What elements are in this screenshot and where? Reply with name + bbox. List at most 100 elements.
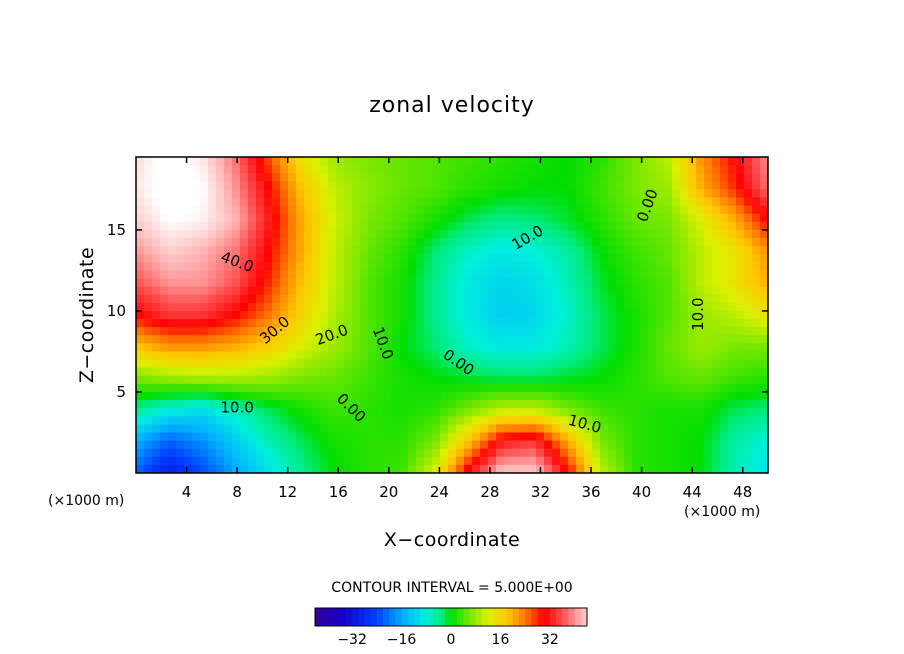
field-cell bbox=[544, 375, 553, 385]
field-cell bbox=[440, 383, 449, 393]
field-cell bbox=[320, 343, 329, 353]
field-cell bbox=[432, 367, 441, 377]
field-cell bbox=[648, 327, 657, 336]
field-cell bbox=[736, 238, 745, 247]
field-cell bbox=[480, 189, 489, 199]
field-cell bbox=[376, 286, 385, 296]
field-cell bbox=[264, 464, 273, 473]
field-cell bbox=[624, 310, 633, 320]
field-cell bbox=[696, 408, 705, 417]
field-cell bbox=[624, 165, 633, 174]
field-cell bbox=[688, 327, 697, 336]
field-cell bbox=[496, 213, 505, 223]
field-cell bbox=[144, 351, 153, 361]
field-cell bbox=[392, 400, 401, 409]
field-cell bbox=[136, 416, 145, 425]
field-cell bbox=[752, 440, 761, 450]
field-cell bbox=[368, 302, 377, 312]
field-cell bbox=[144, 238, 153, 247]
field-cell bbox=[664, 173, 673, 182]
field-cell bbox=[720, 165, 729, 174]
field-cell bbox=[288, 440, 297, 450]
field-cell bbox=[368, 286, 377, 296]
field-cell bbox=[280, 238, 289, 247]
colorbar-swatch bbox=[463, 608, 470, 626]
field-cell bbox=[680, 319, 689, 328]
field-cell bbox=[592, 229, 601, 239]
field-cell bbox=[464, 400, 473, 409]
field-cell bbox=[536, 254, 545, 263]
field-cell bbox=[160, 294, 169, 304]
field-cell bbox=[664, 383, 673, 393]
field-cell bbox=[656, 432, 665, 442]
field-cell bbox=[640, 262, 649, 272]
field-cell bbox=[392, 327, 401, 336]
field-cell bbox=[224, 181, 233, 191]
field-cell bbox=[360, 416, 369, 425]
field-cell bbox=[408, 310, 417, 320]
field-cell bbox=[552, 229, 561, 239]
field-cell bbox=[616, 229, 625, 239]
field-cell bbox=[432, 294, 441, 304]
field-cell bbox=[608, 383, 617, 393]
field-cell bbox=[208, 327, 217, 336]
field-cell bbox=[528, 432, 537, 442]
field-cell bbox=[480, 173, 489, 182]
field-cell bbox=[736, 432, 745, 442]
field-cell bbox=[144, 359, 153, 369]
field-cell bbox=[608, 367, 617, 377]
field-cell bbox=[280, 448, 289, 458]
field-cell bbox=[256, 464, 265, 473]
field-cell bbox=[136, 375, 145, 385]
field-cell bbox=[512, 464, 521, 473]
field-cell bbox=[328, 375, 337, 385]
field-cell bbox=[536, 165, 545, 174]
field-cell bbox=[712, 262, 721, 272]
field-cell bbox=[232, 254, 241, 263]
field-cell bbox=[664, 424, 673, 434]
field-cell bbox=[680, 173, 689, 182]
field-cell bbox=[752, 351, 761, 361]
field-cell bbox=[376, 278, 385, 288]
field-cell bbox=[304, 440, 313, 450]
field-cell bbox=[704, 448, 713, 458]
field-cell bbox=[528, 383, 537, 393]
field-cell bbox=[712, 173, 721, 182]
field-cell bbox=[448, 343, 457, 353]
field-cell bbox=[736, 221, 745, 231]
field-cell bbox=[576, 246, 585, 255]
field-cell bbox=[680, 229, 689, 239]
field-cell bbox=[272, 383, 281, 393]
field-cell bbox=[384, 367, 393, 377]
field-cell bbox=[272, 205, 281, 215]
field-cell bbox=[688, 408, 697, 417]
field-cell bbox=[280, 335, 289, 344]
field-cell bbox=[168, 302, 177, 312]
field-cell bbox=[144, 197, 153, 207]
field-cell bbox=[304, 294, 313, 304]
field-cell bbox=[712, 221, 721, 231]
field-cell bbox=[424, 302, 433, 312]
field-cell bbox=[576, 464, 585, 473]
field-cell bbox=[632, 189, 641, 199]
field-cell bbox=[608, 343, 617, 353]
field-cell bbox=[264, 416, 273, 425]
y-axis-label: Z−coordinate bbox=[76, 247, 98, 383]
field-cell bbox=[296, 375, 305, 385]
field-cell bbox=[544, 343, 553, 353]
field-cell bbox=[632, 440, 641, 450]
field-cell bbox=[440, 229, 449, 239]
field-cell bbox=[408, 408, 417, 417]
field-cell bbox=[464, 173, 473, 182]
field-cell bbox=[144, 416, 153, 425]
field-cell bbox=[152, 181, 161, 191]
field-cell bbox=[528, 327, 537, 336]
field-cell bbox=[232, 229, 241, 239]
field-cell bbox=[704, 408, 713, 417]
field-cell bbox=[584, 440, 593, 450]
field-cell bbox=[616, 375, 625, 385]
field-cell bbox=[752, 367, 761, 377]
field-cell bbox=[344, 286, 353, 296]
field-cell bbox=[536, 375, 545, 385]
field-cell bbox=[224, 375, 233, 385]
